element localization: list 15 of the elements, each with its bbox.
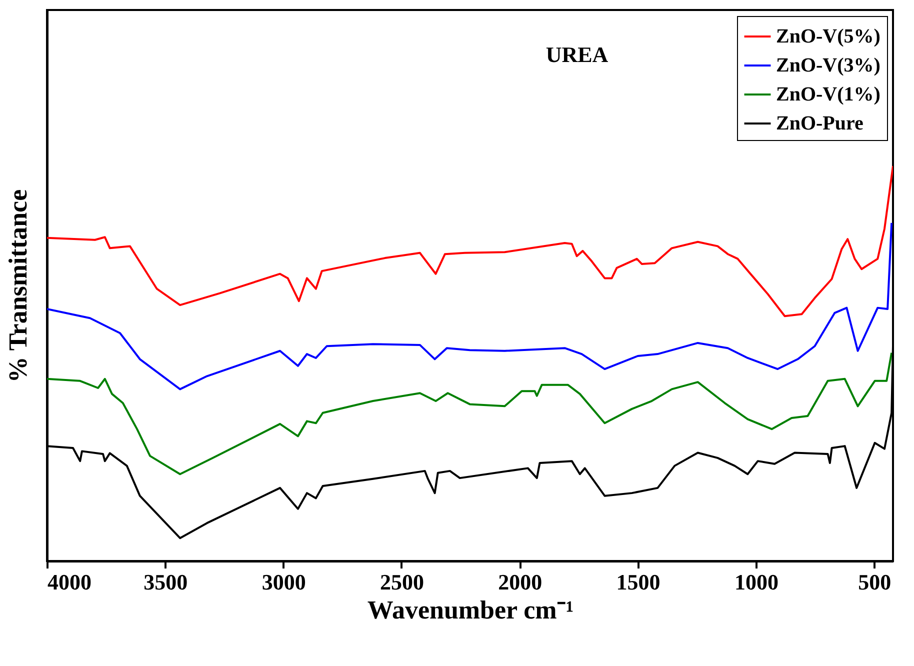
x-tick-label: 500 [858, 570, 892, 594]
y-axis-title: % Transmittance [4, 189, 32, 383]
x-tick-label: 1500 [616, 570, 660, 594]
legend-label: ZnO-Pure [776, 112, 864, 134]
legend-label: ZnO-V(5%) [776, 26, 880, 48]
x-axis-title: Wavenumber cm⁻¹ [367, 596, 574, 624]
x-tick-label: 2500 [380, 570, 424, 594]
x-tick-label: 1000 [734, 570, 778, 594]
text: UREA [546, 42, 608, 67]
x-tick-label: 3500 [144, 570, 188, 594]
legend-label: ZnO-V(1%) [776, 84, 880, 106]
x-tick-label: 3000 [262, 570, 306, 594]
legend-label: ZnO-V(3%) [776, 54, 880, 76]
x-tick-label: 2000 [498, 570, 542, 594]
x-tick-label: 4000 [48, 570, 92, 594]
